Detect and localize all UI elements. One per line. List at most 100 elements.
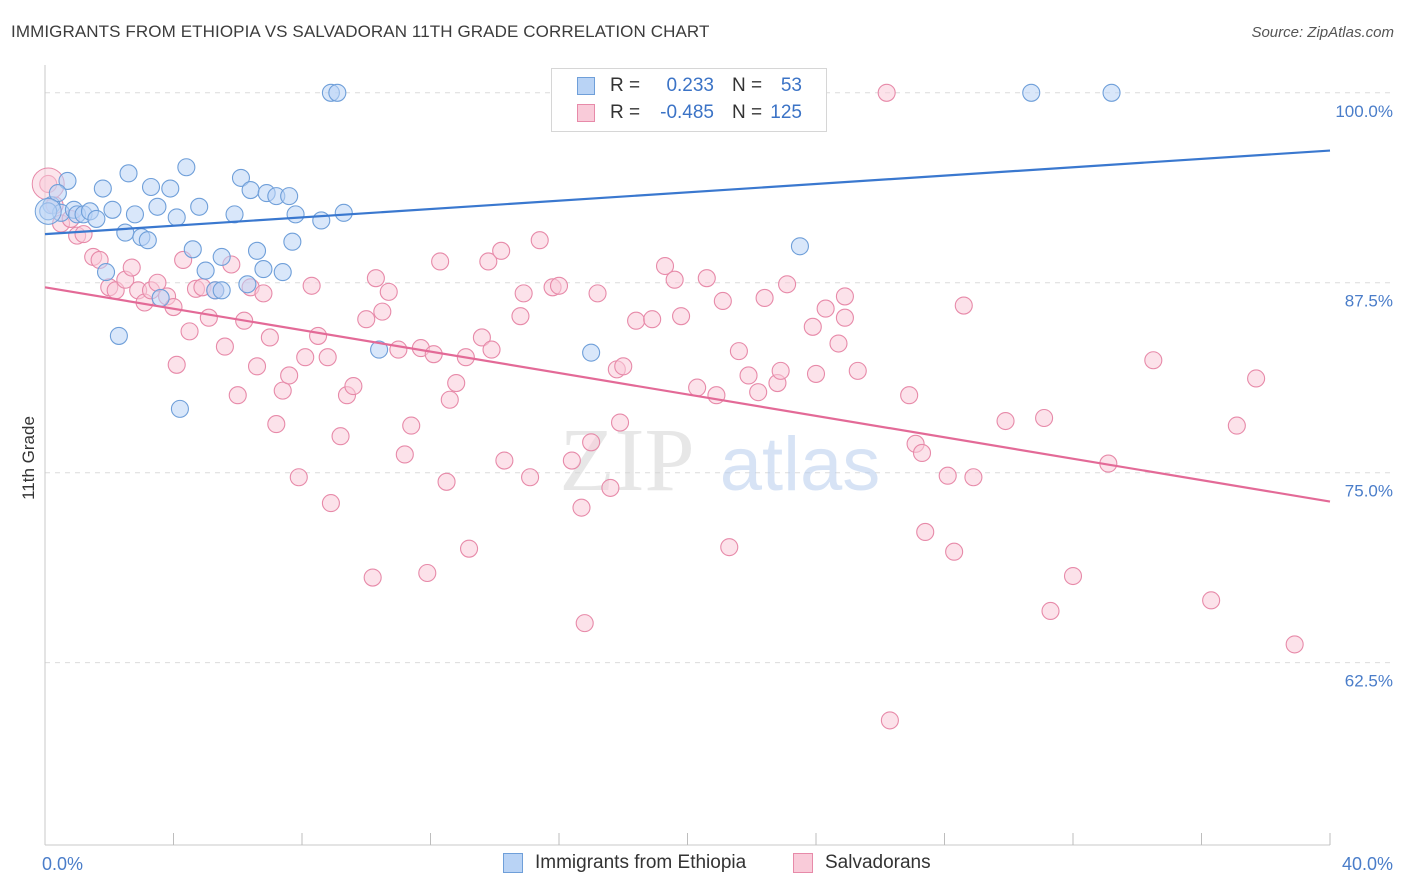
data-point [116,223,135,242]
data-point [729,342,748,361]
data-point [151,288,170,307]
legend-swatch-ethiopia [503,853,523,873]
data-point [247,357,267,376]
data-point [418,563,437,583]
data-point [521,468,540,487]
data-point [697,269,716,288]
series-legend: Immigrants from Ethiopia Salvadorans [0,852,1406,878]
y-axis-title: 11th Grade [19,416,38,500]
legend-item-ethiopia[interactable]: Immigrants from Ethiopia [503,852,746,874]
data-point [58,171,77,190]
data-point [1285,635,1304,654]
data-point [109,326,128,345]
series-salvadorans [31,83,1304,730]
data-point [312,211,331,230]
data-point [440,390,459,409]
data-point [318,348,337,367]
data-point [379,282,398,301]
data-point [806,364,826,383]
data-point [688,378,707,397]
x-tick-label: 0.0% [42,854,83,874]
data-point [880,711,899,730]
y-tick-label: 62.5% [1345,672,1393,691]
data-point [238,275,257,294]
data-point [286,205,305,224]
data-point [549,276,569,295]
data-point [479,252,498,271]
data-point [302,276,321,295]
data-point [459,539,479,558]
data-point [122,258,141,277]
trend-line [44,286,1331,503]
data-point [87,209,106,228]
data-point [180,322,199,341]
r-label: R = [610,102,641,123]
data-point [231,168,251,187]
data-point [755,288,774,307]
data-point [916,522,935,542]
data-point [437,472,456,491]
data-point [74,225,93,244]
data-point [588,284,607,303]
salvadorans-swatch [577,104,595,122]
data-point [627,311,646,330]
data-point [119,164,138,183]
data-point [370,340,389,359]
data-point [1035,408,1054,428]
legend-item-salvadorans[interactable]: Salvadorans [793,852,931,874]
data-point [790,237,809,256]
data-point [289,468,308,487]
chart-title: IMMIGRANTS FROM ETHIOPIA VS SALVADORAN 1… [11,22,710,41]
series-ethiopia [34,83,1121,418]
data-point [1144,351,1163,370]
data-point [241,180,260,200]
data-point [643,310,662,329]
data-point [816,299,835,318]
data-point [954,296,973,315]
data-point [273,263,292,282]
grid-lines [45,92,1392,664]
data-point-cluster [34,197,62,225]
data-point [228,386,247,405]
r-label: R = [610,75,641,96]
data-point [167,208,186,227]
data-point [562,451,581,470]
data-point [610,413,630,432]
data-point [1102,83,1121,102]
data-point [1227,416,1246,435]
data-point [492,241,511,260]
legend-label-salvadorans: Salvadorans [825,852,931,873]
data-point [363,568,382,587]
stats-legend: R = 0.233 N = 53 R = -0.485 N = 125 [551,68,827,132]
trend-lines [44,149,1331,503]
data-point [196,261,215,280]
data-point [1063,566,1083,586]
data-point [655,256,675,276]
r-value: 0.233 [666,75,714,96]
data-point [575,614,594,633]
data-point [280,187,299,206]
ethiopia-swatch [577,77,595,95]
data-point [514,284,533,303]
n-value: 53 [780,75,802,96]
data-point [215,337,234,356]
n-label: N = [732,102,763,123]
data-point [665,270,684,289]
data-point [778,275,797,294]
data-point [328,83,347,102]
data-point [964,468,983,487]
data-point [511,307,530,326]
data-point [582,343,601,362]
data-point [495,451,514,470]
data-point [280,366,299,385]
data-point [720,538,739,557]
data-point [601,478,620,497]
legend-label-ethiopia: Immigrants from Ethiopia [535,852,747,873]
data-point [260,328,279,347]
data-point [713,291,732,311]
data-point [829,334,848,353]
data-point [170,399,189,418]
data-point [582,433,601,452]
y-tick-label: 87.5% [1345,292,1393,311]
data-point [212,247,231,266]
